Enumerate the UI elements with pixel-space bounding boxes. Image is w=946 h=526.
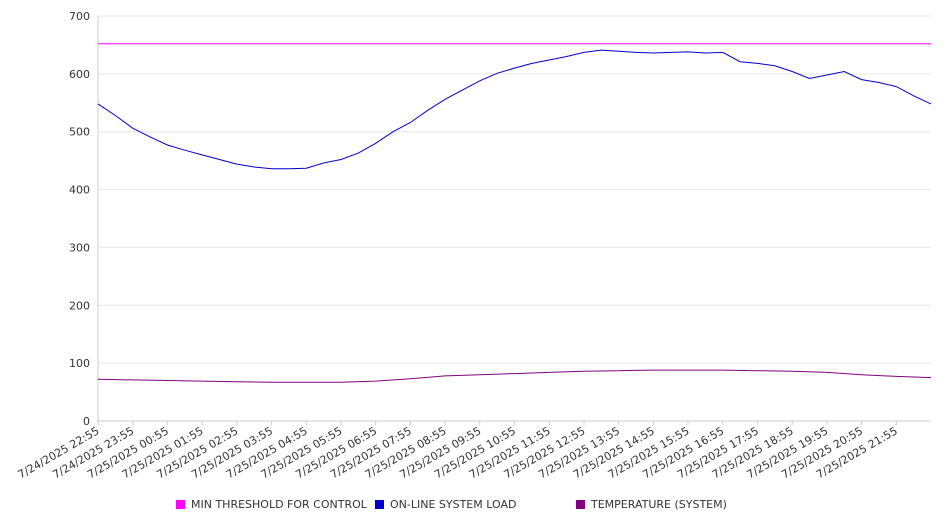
legend-item-online-system-load: ON-LINE SYSTEM LOAD <box>375 498 516 511</box>
x-tick-labels: 7/24/2025 22:557/24/2025 23:557/25/2025 … <box>16 424 900 481</box>
legend-swatch-online-system-load <box>375 500 384 509</box>
axes <box>97 16 931 425</box>
y-tick-label: 600 <box>69 68 90 81</box>
legend-swatch-temperature <box>576 500 585 509</box>
series-lines <box>97 43 932 383</box>
y-tick-label: 0 <box>83 415 90 428</box>
y-tick-label: 500 <box>69 126 90 139</box>
y-tick-label: 300 <box>69 241 90 254</box>
legend-label-online-system-load: ON-LINE SYSTEM LOAD <box>390 498 517 511</box>
legend-label-min-threshold: MIN THRESHOLD FOR CONTROL <box>191 498 367 511</box>
y-tick-label: 400 <box>69 184 90 197</box>
y-tick-label: 200 <box>69 299 90 312</box>
legend-item-min-threshold: MIN THRESHOLD FOR CONTROL <box>176 498 367 511</box>
legend-item-temperature: TEMPERATURE (SYSTEM) <box>576 498 727 511</box>
gridlines <box>98 15 931 422</box>
series-line-2 <box>97 49 932 170</box>
y-tick-label: 100 <box>69 357 90 370</box>
y-tick-labels: 0 100 200 300 400 500 600 700 <box>69 10 90 428</box>
y-tick-label: 700 <box>69 10 90 23</box>
series-line-3 <box>97 369 932 383</box>
legend-label-temperature: TEMPERATURE (SYSTEM) <box>591 498 727 511</box>
legend: MIN THRESHOLD FOR CONTROL ON-LINE SYSTEM… <box>0 498 946 518</box>
legend-swatch-min-threshold <box>176 500 185 509</box>
